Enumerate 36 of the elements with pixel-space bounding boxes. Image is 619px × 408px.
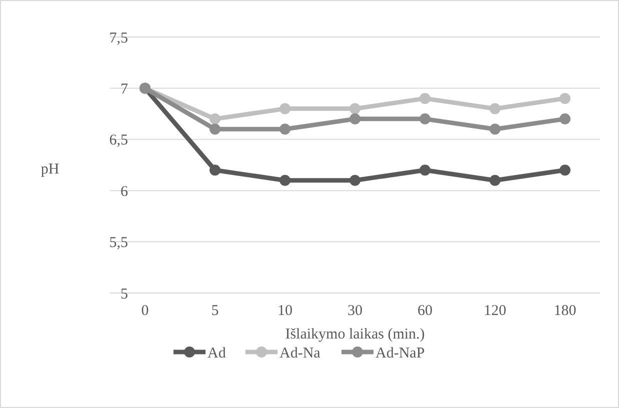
x-tick-label: 180 <box>554 303 576 319</box>
point <box>560 164 570 176</box>
point <box>420 164 430 176</box>
point <box>560 92 570 104</box>
y-tick-label: 6 <box>120 184 128 200</box>
point <box>210 124 220 135</box>
point <box>420 92 430 104</box>
y-tick-label: 5,5 <box>109 235 128 252</box>
point <box>560 113 570 124</box>
x-tick-label: 30 <box>348 303 362 319</box>
point <box>350 103 360 114</box>
legend-label: Ad <box>208 345 226 362</box>
point <box>420 113 430 124</box>
x-tick-label: 10 <box>278 303 292 319</box>
point <box>350 174 360 186</box>
x-tick-label: 0 <box>141 303 149 319</box>
y-axis-title: pH <box>40 161 60 178</box>
y-tick-label: 6,5 <box>109 132 128 149</box>
point <box>490 174 500 186</box>
point <box>280 103 290 114</box>
x-tick-label: 5 <box>211 303 219 319</box>
legend-label: Ad-NaP <box>376 345 425 362</box>
point <box>210 113 220 124</box>
y-tick-label: 5 <box>120 286 128 302</box>
legend-label: Ad-Na <box>280 345 321 362</box>
point <box>350 113 360 124</box>
x-axis-title: Išlaikymo laikas (min.) <box>285 326 425 342</box>
point <box>490 124 500 135</box>
y-tick-label: 7,5 <box>109 30 128 46</box>
y-tick-label: 7 <box>120 81 128 98</box>
point <box>210 164 220 176</box>
point <box>280 124 290 135</box>
point <box>490 103 500 114</box>
x-tick-label: 120 <box>484 303 506 319</box>
x-tick-label: 60 <box>418 303 432 319</box>
point <box>280 174 290 186</box>
